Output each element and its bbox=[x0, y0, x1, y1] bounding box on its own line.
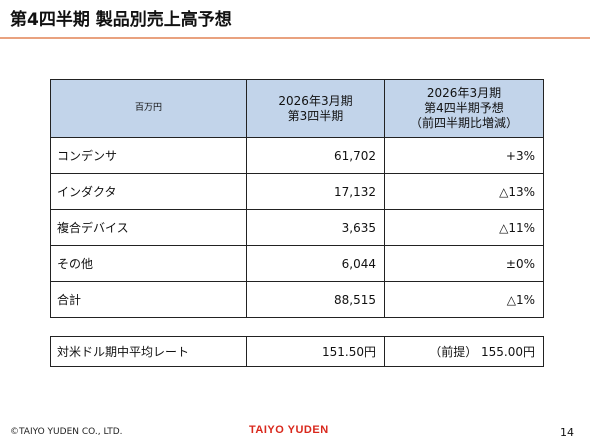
q4-change: △13% bbox=[384, 173, 544, 210]
title-underline bbox=[0, 37, 590, 39]
rate-q4-assumption: （前提） 155.00円 bbox=[384, 336, 544, 367]
sales-forecast-table: 百万円 2026年3月期 第3四半期 2026年3月期 第4四半期予想 （前四半… bbox=[50, 79, 544, 318]
q3-header: 2026年3月期 第3四半期 bbox=[246, 79, 385, 138]
table-row: その他 6,044 ±0% bbox=[50, 245, 544, 282]
q3-value: 6,044 bbox=[246, 245, 385, 282]
rate-q3-value: 151.50円 bbox=[246, 336, 385, 367]
row-label: その他 bbox=[50, 245, 247, 282]
q3-value: 88,515 bbox=[246, 281, 385, 318]
table-row: インダクタ 17,132 △13% bbox=[50, 173, 544, 210]
q3-header-line1: 2026年3月期 bbox=[278, 93, 353, 108]
q4-change: ±0% bbox=[384, 245, 544, 282]
q4-change: △1% bbox=[384, 281, 544, 318]
table-row: 複合デバイス 3,635 △11% bbox=[50, 209, 544, 246]
q4-header-line2: 第4四半期予想 bbox=[424, 101, 504, 115]
q4-change: △11% bbox=[384, 209, 544, 246]
q3-value: 3,635 bbox=[246, 209, 385, 246]
q4-change: +3% bbox=[384, 137, 544, 174]
page-title: 第4四半期 製品別売上高予想 bbox=[10, 10, 232, 30]
q4-header-line3: （前四半期比増減） bbox=[409, 116, 518, 130]
row-label: インダクタ bbox=[50, 173, 247, 210]
row-label: 合計 bbox=[50, 281, 247, 318]
unit-header: 百万円 bbox=[50, 79, 247, 138]
row-label: 複合デバイス bbox=[50, 209, 247, 246]
q3-header-line2: 第3四半期 bbox=[287, 108, 344, 123]
copyright-notice: ©TAIYO YUDEN CO., LTD. bbox=[10, 427, 123, 437]
table-row: コンデンサ 61,702 +3% bbox=[50, 137, 544, 174]
q4-header-line1: 2026年3月期 bbox=[426, 86, 502, 100]
table-header-row: 百万円 2026年3月期 第3四半期 2026年3月期 第4四半期予想 （前四半… bbox=[50, 79, 544, 138]
exchange-rate-table: 対米ドル期中平均レート 151.50円 （前提） 155.00円 bbox=[50, 336, 544, 367]
q3-value: 61,702 bbox=[246, 137, 385, 174]
rate-label: 対米ドル期中平均レート bbox=[50, 336, 247, 367]
page-number: 14 bbox=[560, 426, 574, 439]
exchange-rate-row: 対米ドル期中平均レート 151.50円 （前提） 155.00円 bbox=[50, 336, 544, 367]
q4-forecast-header: 2026年3月期 第4四半期予想 （前四半期比増減） bbox=[384, 79, 544, 138]
q3-value: 17,132 bbox=[246, 173, 385, 210]
row-label: コンデンサ bbox=[50, 137, 247, 174]
company-logo: TAIYO YUDEN bbox=[249, 424, 329, 436]
total-row: 合計 88,515 △1% bbox=[50, 281, 544, 318]
